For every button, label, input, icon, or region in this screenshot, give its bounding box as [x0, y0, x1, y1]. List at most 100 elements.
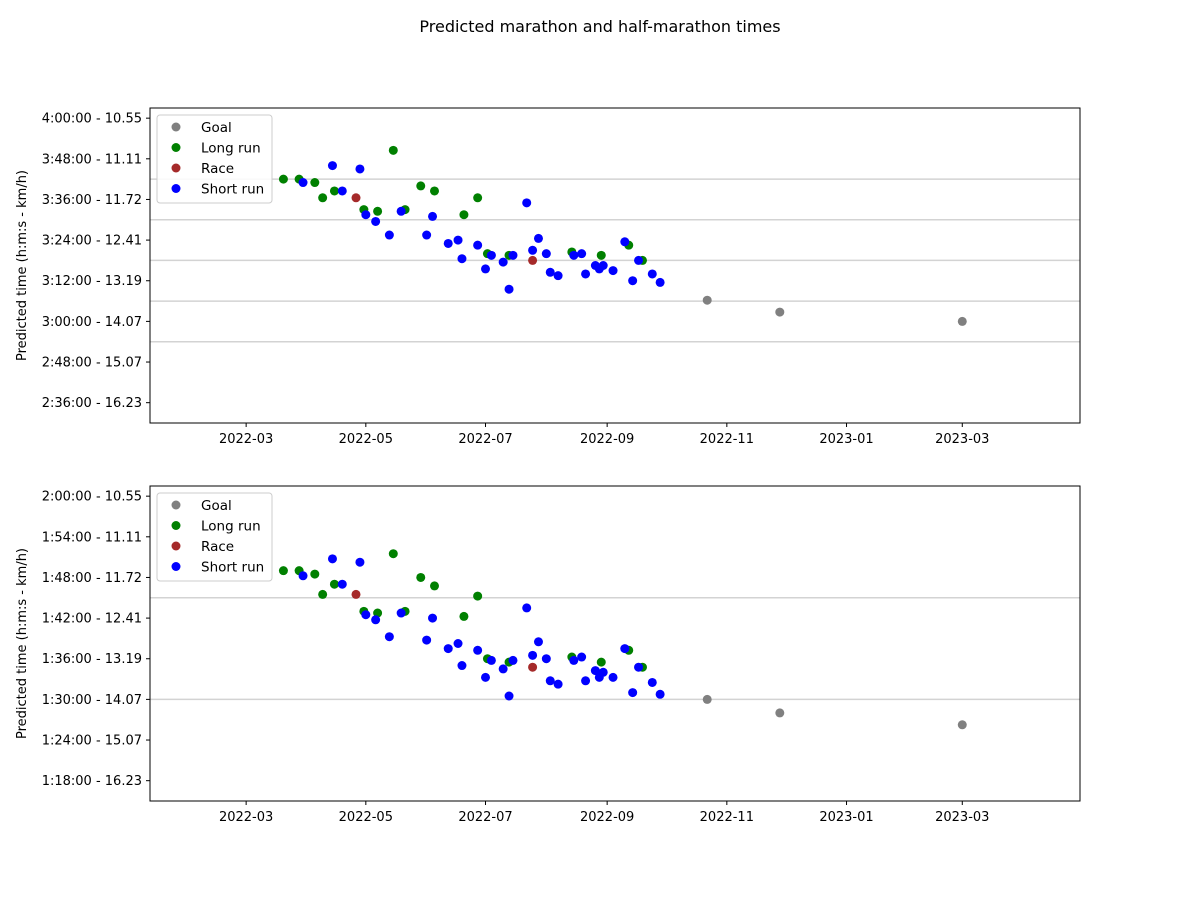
- short-run-point: [581, 676, 591, 686]
- short-run-point: [598, 261, 608, 270]
- short-run-point: [428, 613, 438, 623]
- legend-marker: [171, 163, 181, 173]
- y-tick-label: 2:36:00 - 16.23: [42, 396, 142, 411]
- short-run-point: [545, 267, 555, 277]
- legend-marker: [171, 562, 181, 571]
- short-run-point: [327, 554, 337, 564]
- legend-box: [156, 114, 273, 204]
- long-run-point: [473, 591, 483, 601]
- short-run-point: [545, 676, 555, 686]
- plot-frame: [149, 107, 1081, 424]
- short-run-point: [634, 662, 644, 672]
- short-run-point: [504, 284, 514, 294]
- short-run-point: [541, 654, 551, 664]
- y-tick-label: 3:48:00 - 11.11: [42, 152, 142, 167]
- y-axis-label: Predicted time (h:m:s - km/h): [15, 548, 30, 739]
- legend-marker: [171, 184, 181, 193]
- long-run-point: [429, 186, 439, 196]
- legend-marker: [171, 541, 181, 551]
- short-run-point: [608, 266, 618, 276]
- short-run-point: [355, 164, 365, 174]
- short-run-point: [298, 178, 308, 188]
- short-run-point: [590, 666, 600, 676]
- race-point: [528, 662, 538, 672]
- long-run-point: [473, 193, 483, 203]
- x-tick-label: 2022-09: [580, 810, 634, 825]
- long-run-point: [318, 589, 328, 599]
- short-run-point: [453, 639, 463, 648]
- short-run-point: [396, 608, 406, 618]
- short-run-point: [422, 635, 432, 645]
- x-tick-label: 2023-03: [935, 432, 989, 447]
- legend-label: Goal: [201, 120, 232, 136]
- long-run-point: [318, 193, 328, 203]
- short-run-point: [371, 615, 381, 625]
- short-run-point: [553, 679, 563, 689]
- long-run-point: [429, 581, 439, 591]
- short-run-point: [457, 661, 467, 671]
- long-run-point: [596, 250, 606, 260]
- short-run-point: [598, 667, 608, 677]
- short-run-point: [508, 250, 518, 260]
- short-run-point: [384, 632, 394, 642]
- short-run-point: [457, 254, 467, 264]
- short-run-point: [522, 198, 532, 208]
- short-run-point: [337, 579, 347, 589]
- short-run-point: [533, 637, 543, 647]
- x-tick-label: 2022-07: [458, 432, 512, 447]
- race-point: [528, 255, 538, 265]
- short-run-point: [481, 264, 491, 274]
- half-marathon-panel: 2:00:00 - 10.55 1:54:00 - 11.11 1:48:00 - …: [15, 485, 1081, 825]
- legend-label: Goal: [201, 498, 232, 514]
- short-run-point: [498, 257, 508, 267]
- legend-label: Race: [201, 539, 234, 555]
- x-tick-label: 2023-03: [935, 810, 989, 825]
- short-run-point: [428, 211, 438, 221]
- x-tick-label: 2022-03: [219, 432, 273, 447]
- legend-label: Short run: [201, 182, 264, 198]
- legend: Goal Long run Race Short run: [156, 114, 273, 204]
- y-tick-label: 1:48:00 - 11.72: [42, 571, 142, 586]
- legend-label: Long run: [201, 519, 261, 535]
- race-point: [351, 589, 361, 599]
- short-run-point: [371, 216, 381, 226]
- short-run-point: [655, 277, 665, 287]
- long-run-point: [278, 566, 288, 576]
- long-run-point: [310, 569, 320, 579]
- long-run-point: [596, 657, 606, 667]
- short-run-point: [473, 645, 483, 655]
- short-run-point: [569, 250, 579, 260]
- short-run-point: [541, 249, 551, 259]
- y-tick-label: 3:12:00 - 13.19: [42, 274, 142, 289]
- plot-frame: [149, 485, 1081, 802]
- short-run-point: [522, 603, 532, 613]
- short-run-point: [528, 245, 538, 255]
- short-run-point: [553, 271, 563, 281]
- legend: Goal Long run Race Short run: [156, 492, 273, 582]
- goal-point: [775, 307, 785, 317]
- long-run-point: [373, 608, 383, 618]
- legend-label: Short run: [201, 560, 264, 576]
- y-tick-label: 1:18:00 - 16.23: [42, 774, 142, 789]
- legend-box: [156, 492, 273, 582]
- y-tick-label: 2:00:00 - 10.55: [42, 490, 142, 505]
- short-run-point: [443, 644, 453, 654]
- short-run-point: [655, 689, 665, 699]
- short-run-point: [528, 650, 538, 660]
- long-run-point: [388, 145, 398, 155]
- short-run-point: [337, 186, 347, 196]
- short-run-point: [504, 691, 514, 701]
- short-run-point: [533, 233, 543, 243]
- long-run-point: [416, 572, 426, 582]
- y-tick-label: 1:36:00 - 13.19: [42, 652, 142, 667]
- short-run-point: [634, 255, 644, 265]
- short-run-point: [577, 652, 587, 662]
- legend-label: Race: [201, 161, 234, 177]
- short-run-point: [620, 237, 630, 247]
- x-tick-label: 2022-09: [580, 432, 634, 447]
- y-tick-label: 1:24:00 - 15.07: [42, 734, 142, 749]
- short-run-point: [384, 230, 394, 240]
- short-run-point: [453, 235, 463, 245]
- short-run-point: [508, 655, 518, 665]
